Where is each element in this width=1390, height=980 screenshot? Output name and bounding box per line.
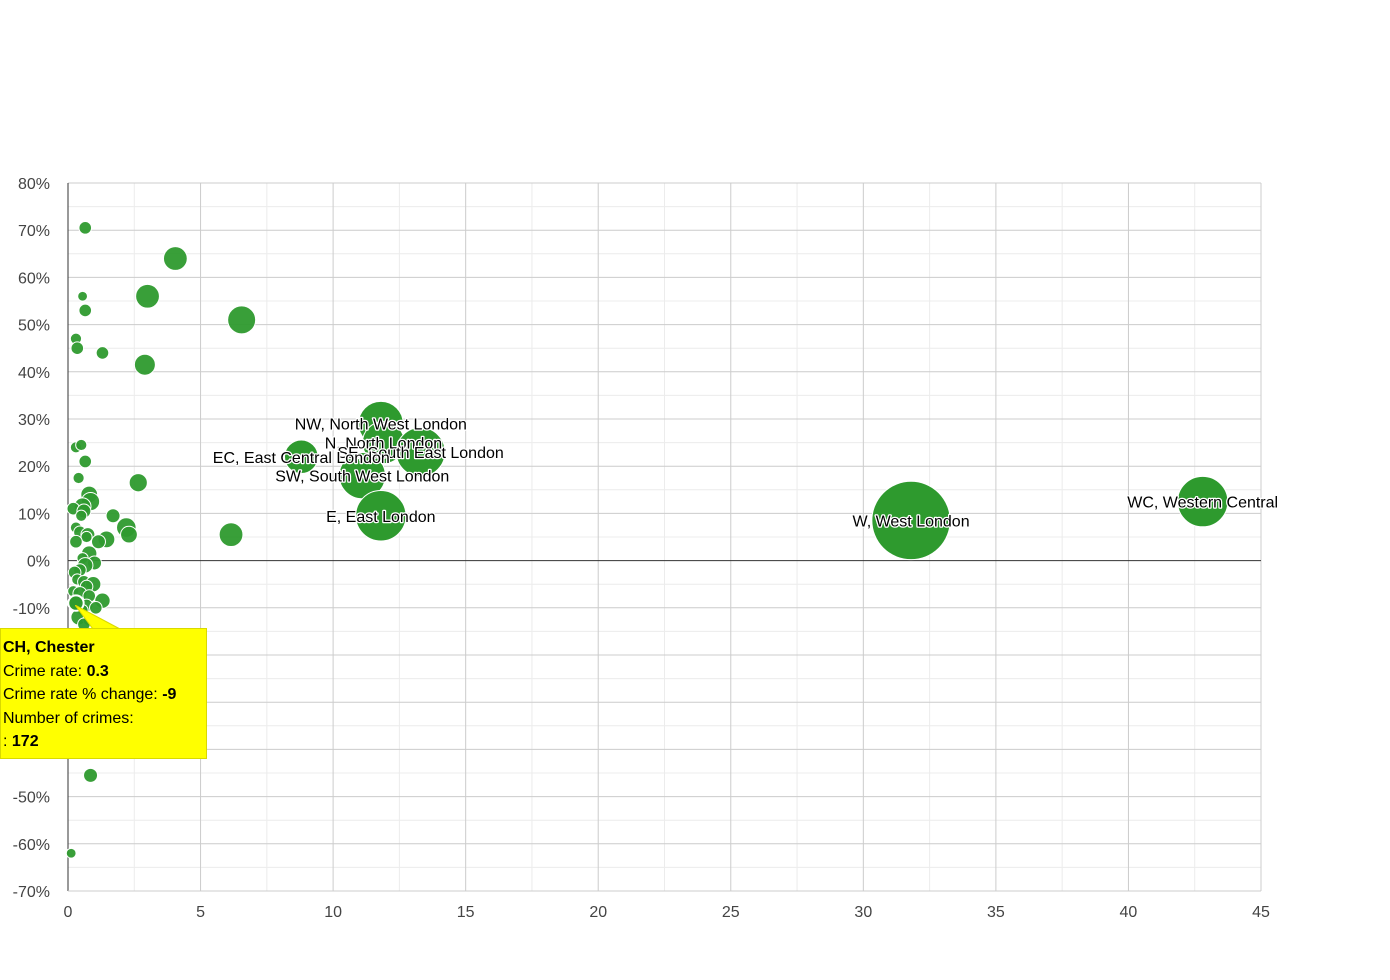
- x-tick-label: 0: [64, 904, 73, 921]
- labeled-point: [871, 480, 951, 561]
- tooltip-change-label: Crime rate % change:: [3, 686, 158, 703]
- point-label: WC, Western Central: [1127, 495, 1278, 512]
- data-point: [69, 534, 83, 549]
- y-tick-label: 0%: [27, 554, 50, 571]
- x-tick-label: 10: [324, 904, 342, 921]
- data-point: [133, 353, 156, 376]
- data-point: [78, 221, 93, 235]
- point-label: N, North London: [325, 436, 442, 453]
- tooltip-change-row: Crime rate % change: -9: [3, 683, 206, 707]
- point-label: SE, South East London: [337, 445, 503, 462]
- data-point: [78, 303, 93, 318]
- data-point: [135, 283, 160, 309]
- x-tick-label: 15: [457, 904, 475, 921]
- y-tick-label: -50%: [13, 790, 50, 807]
- highlighted-point: [67, 594, 85, 612]
- y-tick-label: -60%: [13, 837, 50, 854]
- tooltip: CH, Chester Crime rate: 0.3 Crime rate %…: [0, 628, 207, 759]
- x-tick-label: 30: [854, 904, 872, 921]
- point-label: E, East London: [326, 509, 435, 526]
- y-tick-label: -10%: [13, 601, 50, 618]
- y-tick-label: 20%: [18, 459, 50, 476]
- y-axis-ticks: 80%70%60%50%40%30%20%10%0%-10%-20%-30%-4…: [13, 176, 50, 901]
- x-axis-ticks: 0 5 10 15 20 25 30 35 40 45: [64, 904, 1270, 921]
- labeled-point: [1176, 475, 1229, 528]
- point-label: SW, South West London: [275, 469, 449, 486]
- data-point: [95, 346, 110, 360]
- data-point: [65, 847, 77, 859]
- tooltip-count-label: Number of crimes:: [3, 709, 134, 727]
- data-point: [128, 473, 148, 493]
- tooltip-change-value: -9: [162, 686, 177, 703]
- tooltip-count-row: : 172: [3, 730, 206, 754]
- data-point: [162, 246, 188, 271]
- tooltip-title: CH, Chester: [3, 639, 95, 656]
- y-tick-label: -70%: [13, 884, 50, 901]
- y-tick-label: 10%: [18, 506, 50, 523]
- data-point: [77, 290, 88, 302]
- tooltip-rate-value: 0.3: [86, 662, 109, 680]
- minor-gridlines: [68, 183, 1261, 891]
- point-label: W, West London: [852, 513, 969, 530]
- axes: [67, 183, 1261, 892]
- data-point: [105, 508, 121, 524]
- data-point: [75, 509, 88, 522]
- data-point: [75, 438, 88, 452]
- y-tick-label: 70%: [18, 223, 50, 240]
- data-point: [83, 767, 99, 783]
- labeled-point: [355, 490, 407, 542]
- x-tick-label: 20: [589, 904, 607, 921]
- x-tick-label: 5: [196, 904, 205, 921]
- y-tick-label: 40%: [18, 365, 50, 382]
- tooltip-count-value: 172: [11, 733, 39, 750]
- data-point: [218, 522, 244, 548]
- point-label: NW, North West London: [295, 417, 467, 434]
- x-tick-label: 40: [1120, 904, 1138, 921]
- tooltip-count-prefix: :: [3, 733, 8, 750]
- data-point: [72, 471, 85, 485]
- data-point: [227, 305, 257, 335]
- tooltip-rate-row: Crime rate: 0.3: [3, 660, 206, 684]
- data-point: [78, 454, 93, 469]
- point-label: EC, East Central London: [213, 450, 390, 467]
- x-tick-label: 35: [987, 904, 1005, 921]
- y-tick-label: 30%: [18, 412, 50, 429]
- data-point: [89, 601, 103, 615]
- y-tick-label: 60%: [18, 270, 50, 287]
- labeled-point: [395, 427, 446, 478]
- x-tick-label: 45: [1252, 904, 1270, 921]
- data-point: [70, 341, 85, 356]
- labeled-point: [283, 439, 319, 475]
- bubble-labels: NW, North West London N, North LondonSE, …: [212, 415, 1280, 531]
- y-tick-label: 80%: [18, 176, 50, 193]
- x-tick-label: 25: [722, 904, 740, 921]
- data-point: [90, 534, 106, 550]
- data-point: [120, 525, 138, 544]
- bubbles: [65, 221, 1229, 859]
- tooltip-rate-label: Crime rate:: [3, 662, 83, 680]
- y-tick-label: 50%: [18, 318, 50, 335]
- data-point: [80, 530, 93, 544]
